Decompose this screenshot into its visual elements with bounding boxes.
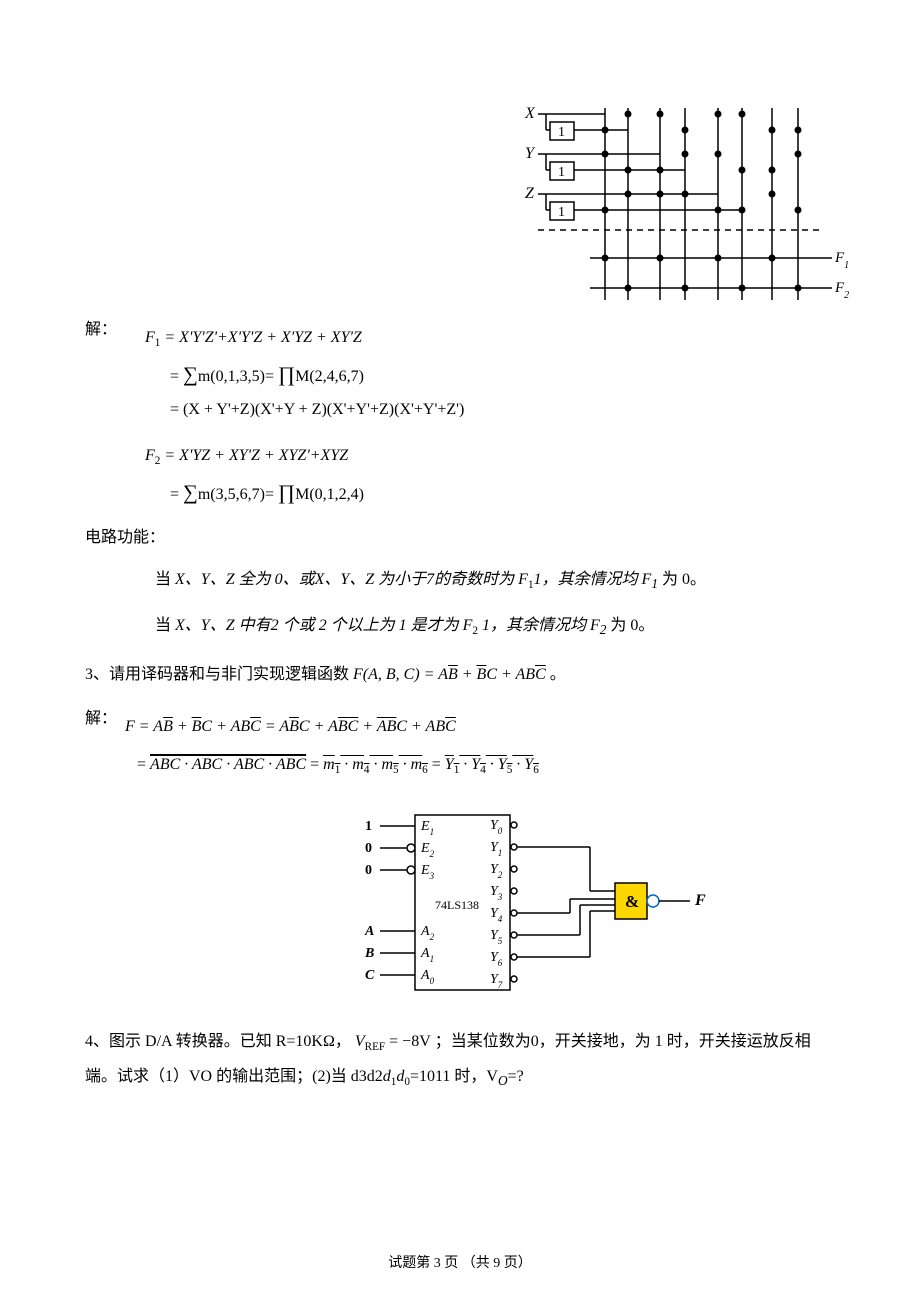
eq1-prod: M(2,4,6,7) xyxy=(295,368,364,385)
solution-block: 解： F1 = X'Y'Z'+X'Y'Z + X'YZ + XY'Z = ∑m(… xyxy=(85,315,835,433)
func-line2: 当 X、Y、Z 中有2 个或 2 个以上为 1 是才为 F2 1，其余情况均 F… xyxy=(155,611,835,638)
svg-text:B: B xyxy=(364,946,374,961)
eq1-line1: = X'Y'Z'+X'Y'Z + X'YZ + XY'Z xyxy=(164,329,361,346)
page-footer: 试题第 3 页 （共 9 页） xyxy=(0,1252,920,1272)
svg-text:Y: Y xyxy=(525,145,536,162)
svg-text:0: 0 xyxy=(365,863,372,878)
pla-diagram: X 1 Y 1 Z 1 xyxy=(520,100,850,325)
eq1-lhs: F1 xyxy=(145,329,160,346)
q3-sol-line1: F = AB + BC + ABC = ABC + ABC + ABC + AB… xyxy=(125,718,539,736)
svg-text:A: A xyxy=(364,924,374,939)
eq1-line3: = (X + Y'+Z)(X'+Y + Z)(X'+Y'+Z)(X'+Y'+Z'… xyxy=(170,401,464,419)
eq2: F2 = X'YZ + XY'Z + XYZ'+XYZ = ∑m(3,5,6,7… xyxy=(145,447,835,505)
q3-sol-label: 解： xyxy=(85,704,125,790)
q4: 4、图示 D/A 转换器。已知 R=10KΩ， VREF = −8V ；当某位数… xyxy=(85,1025,835,1095)
svg-text:F: F xyxy=(694,892,706,909)
svg-text:F1: F1 xyxy=(834,250,849,271)
func-line1: 当 X、Y、Z 全为 0、或X、Y、Z 为小于7的奇数时为 F11，其余情况均 … xyxy=(155,565,835,592)
q3: 3、请用译码器和与非门实现逻辑函数 F(A, B, C) = AB + BC +… xyxy=(85,660,835,684)
pla-svg: X 1 Y 1 Z 1 xyxy=(520,100,850,320)
eq1-sum: m(0,1,3,5) xyxy=(198,368,265,385)
q3-sol-line2: = ABC · ABC · ABC · ABC = m1 · m4 · m5 ·… xyxy=(137,754,539,776)
svg-text:1: 1 xyxy=(558,205,565,220)
eq1: F1 = X'Y'Z'+X'Y'Z + X'YZ + XY'Z = ∑m(0,1… xyxy=(145,315,464,433)
page-container: X 1 Y 1 Z 1 xyxy=(0,0,920,1302)
svg-text:0: 0 xyxy=(365,841,372,856)
svg-text:1: 1 xyxy=(558,165,565,180)
svg-text:1: 1 xyxy=(365,819,372,834)
svg-text:&: & xyxy=(625,892,639,911)
eq2-sum: m(3,5,6,7) xyxy=(198,486,265,503)
eq2-line1: = X'YZ + XY'Z + XYZ'+XYZ xyxy=(164,447,348,464)
svg-text:F2: F2 xyxy=(834,280,849,301)
svg-text:74LS138: 74LS138 xyxy=(435,898,479,912)
decoder-svg: 1 0 0 A B C E1 E2 E3 A2 A1 xyxy=(345,805,725,1005)
svg-text:Z: Z xyxy=(525,185,535,202)
circuit-func-label: 电路功能： xyxy=(85,523,835,547)
eq2-prod: M(0,1,2,4) xyxy=(295,486,364,503)
solution-label: 解： xyxy=(85,315,145,433)
q3-solution: 解： F = AB + BC + ABC = ABC + ABC + ABC +… xyxy=(85,704,835,790)
decoder-diagram: 1 0 0 A B C E1 E2 E3 A2 A1 xyxy=(345,805,835,1010)
svg-text:1: 1 xyxy=(558,125,565,140)
svg-text:X: X xyxy=(524,105,536,122)
svg-text:C: C xyxy=(365,968,375,983)
